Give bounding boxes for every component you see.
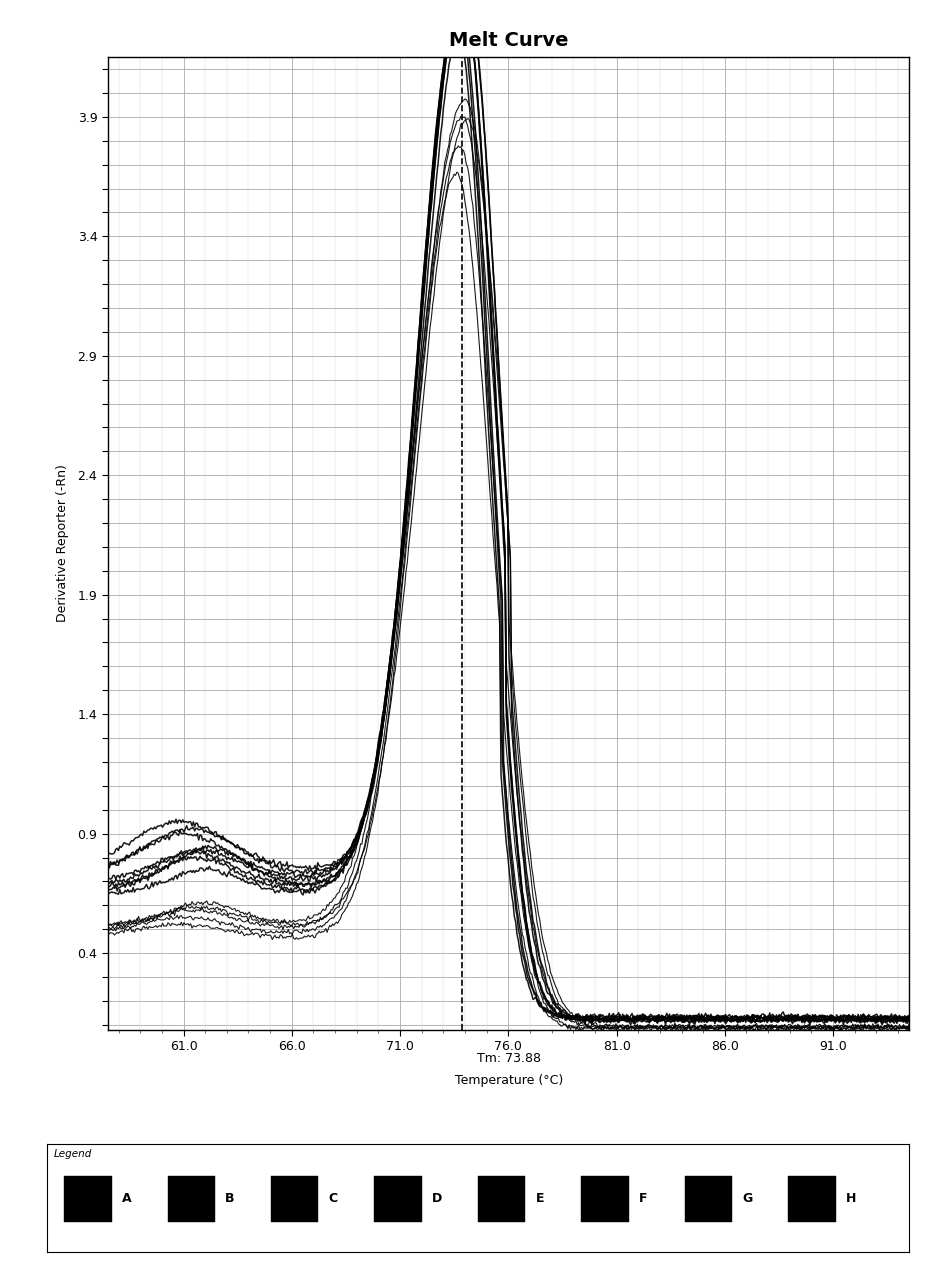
Bar — [787, 1177, 835, 1221]
Text: Temperature (°C): Temperature (°C) — [454, 1074, 563, 1087]
Text: C: C — [329, 1192, 338, 1205]
Y-axis label: Derivative Reporter (-Rn): Derivative Reporter (-Rn) — [56, 464, 69, 623]
Bar — [374, 1177, 421, 1221]
Bar — [64, 1177, 111, 1221]
Text: A: A — [122, 1192, 131, 1205]
Text: E: E — [535, 1192, 544, 1205]
Text: H: H — [845, 1192, 856, 1205]
Bar — [168, 1177, 214, 1221]
Text: Tm: 73.88: Tm: 73.88 — [476, 1052, 540, 1065]
Bar — [271, 1177, 318, 1221]
Bar — [477, 1177, 525, 1221]
Text: Legend: Legend — [53, 1149, 92, 1159]
Title: Melt Curve: Melt Curve — [448, 31, 567, 50]
Text: D: D — [431, 1192, 442, 1205]
Bar — [580, 1177, 628, 1221]
Text: F: F — [638, 1192, 647, 1205]
Text: G: G — [741, 1192, 752, 1205]
Bar — [684, 1177, 731, 1221]
Text: B: B — [225, 1192, 235, 1205]
